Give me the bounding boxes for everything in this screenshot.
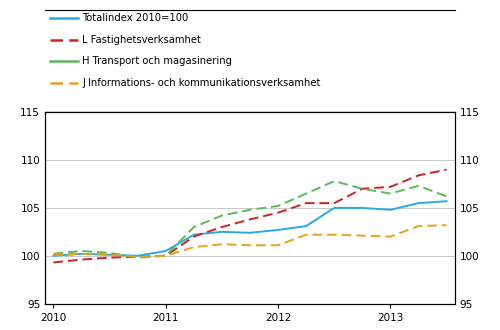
Text: Totalindex 2010=100: Totalindex 2010=100 bbox=[82, 13, 189, 23]
Text: J Informations- och kommunikationsverksamhet: J Informations- och kommunikationsverksa… bbox=[82, 78, 321, 87]
Text: L Fastighetsverksamhet: L Fastighetsverksamhet bbox=[82, 35, 202, 45]
Text: H Transport och magasinering: H Transport och magasinering bbox=[82, 56, 233, 66]
